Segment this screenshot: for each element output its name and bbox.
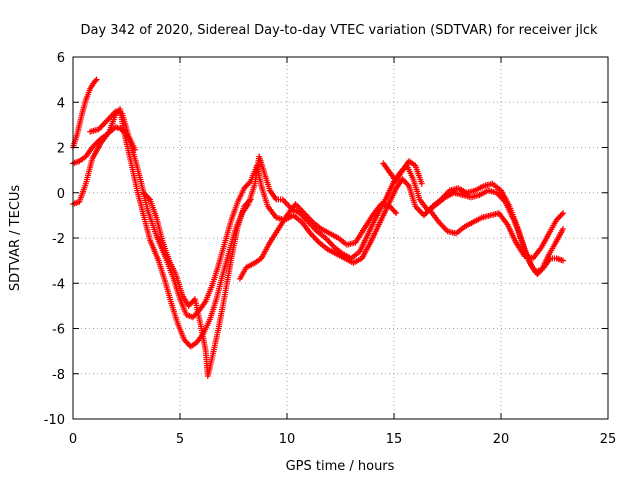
series-track-e	[140, 189, 254, 380]
x-tick-label: 5	[176, 432, 184, 447]
y-tick-label: 2	[57, 142, 65, 157]
chart-title: Day 342 of 2020, Sidereal Day-to-day VTE…	[80, 23, 598, 38]
data-point	[247, 196, 254, 203]
y-tick-label: -8	[52, 368, 65, 383]
series-track-f	[236, 201, 400, 282]
data-point	[391, 208, 398, 215]
grid	[73, 57, 608, 419]
series-track-h	[427, 207, 567, 262]
x-tick-label: 15	[386, 432, 403, 447]
y-tick-label: -4	[52, 277, 65, 292]
x-tick-label: 0	[69, 432, 77, 447]
data-point	[560, 210, 567, 217]
data-point	[418, 180, 425, 187]
y-tick-label: 6	[57, 51, 65, 66]
data-point	[560, 257, 567, 264]
plot-frame	[72, 56, 609, 420]
series-track-d	[87, 108, 139, 153]
data-point	[404, 181, 411, 188]
data-point	[558, 211, 565, 218]
data-point	[92, 77, 99, 84]
x-tick-label: 25	[600, 432, 617, 447]
data-points	[70, 76, 567, 380]
data-point	[132, 146, 139, 153]
y-tick-label: -10	[44, 413, 65, 428]
data-point	[246, 197, 253, 204]
y-axis-label: SDTVAR / TECUs	[8, 185, 23, 292]
data-point	[94, 139, 101, 146]
data-point	[246, 179, 253, 186]
y-tick-label: -6	[52, 323, 65, 338]
y-tick-label: 0	[57, 187, 65, 202]
x-tick-label: 10	[279, 432, 296, 447]
x-axis-label: GPS time / hours	[286, 459, 395, 474]
data-point	[393, 210, 400, 217]
series-track-g	[380, 158, 425, 187]
data-point	[145, 195, 152, 202]
y-tick-label: 4	[57, 96, 65, 111]
x-tick-label: 20	[493, 432, 510, 447]
data-point	[560, 225, 567, 232]
data-point	[93, 76, 100, 83]
y-tick-label: -2	[52, 232, 65, 247]
